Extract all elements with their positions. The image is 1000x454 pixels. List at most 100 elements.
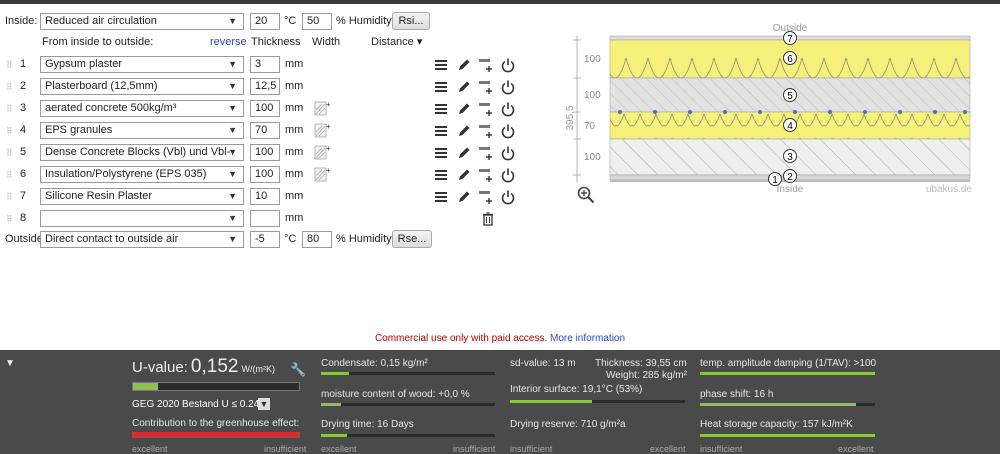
layer-marker-4[interactable] (783, 118, 797, 132)
power-icon[interactable] (500, 123, 516, 139)
layer-material-select[interactable]: Gypsum plaster ▼ (40, 56, 244, 73)
trash-icon[interactable] (480, 211, 496, 227)
layer-marker-1[interactable] (768, 172, 782, 186)
rsi-button[interactable]: Rsi... (392, 12, 430, 30)
add-layer-icon[interactable] (478, 79, 494, 95)
inhomogeneous-layer-icon[interactable]: + (314, 144, 330, 160)
layer-thickness-unit: mm (285, 146, 304, 158)
u-value-unit: W/(m²K) (241, 364, 276, 374)
layer-thickness-unit: mm (285, 168, 304, 180)
menu-icon[interactable] (433, 189, 449, 205)
power-icon[interactable] (500, 57, 516, 73)
layer-material-select[interactable]: ▼ (40, 210, 244, 227)
chevron-down-icon: ▼ (228, 103, 237, 113)
inside-temp-input[interactable]: 20 (250, 13, 280, 30)
outside-humidity-input[interactable]: 80 (302, 231, 332, 248)
layer-number: 7 (20, 190, 27, 202)
add-layer-icon[interactable] (478, 57, 494, 73)
pencil-icon[interactable] (456, 123, 472, 139)
drag-handle-icon[interactable]: ⠿ (6, 148, 13, 158)
layer-thickness-input[interactable]: 100 (250, 166, 280, 183)
outside-temp-input[interactable]: -5 (250, 231, 280, 248)
drag-handle-icon[interactable]: ⠿ (6, 126, 13, 136)
layer-material-select[interactable]: aerated concrete 500kg/m³ ▼ (40, 100, 244, 117)
power-icon[interactable] (500, 189, 516, 205)
add-layer-icon[interactable] (478, 145, 494, 161)
layer-material-value: Insulation/Polystyrene (EPS 035) (45, 168, 207, 180)
layer-thickness-input[interactable]: 10 (250, 188, 280, 205)
u-value-label: U-value: (132, 359, 188, 376)
layer-thickness-input[interactable]: 12,5 (250, 78, 280, 95)
outside-diagram-label: Outside (773, 23, 808, 34)
layer-marker-5-label: 5 (787, 91, 793, 102)
standard-dropdown-icon[interactable]: ▼ (258, 398, 270, 410)
drag-handle-icon[interactable]: ⠿ (6, 104, 13, 114)
pencil-icon[interactable] (456, 79, 472, 95)
pencil-icon[interactable] (456, 167, 472, 183)
add-layer-icon[interactable] (478, 123, 494, 139)
top-border (0, 0, 1000, 4)
drag-handle-icon[interactable]: ⠿ (6, 214, 13, 224)
distance-header[interactable]: Distance ▾ (371, 36, 423, 48)
drag-handle-icon[interactable]: ⠿ (6, 82, 13, 92)
scale-bad-2: insufficient (453, 444, 496, 454)
layer-thickness-input[interactable]: 3 (250, 56, 280, 73)
svg-text:+: + (326, 144, 330, 153)
rse-button[interactable]: Rse... (392, 230, 432, 248)
more-information-link[interactable]: More information (550, 333, 626, 344)
layer-thickness-input[interactable] (250, 210, 280, 227)
inside-condition-select[interactable]: Reduced air circulation ▼ (40, 13, 244, 30)
add-layer-icon[interactable] (478, 167, 494, 183)
u-value-bar-fill (133, 383, 158, 390)
drag-handle-icon[interactable]: ⠿ (6, 170, 13, 180)
layer-material-select[interactable]: Dense Concrete Blocks (Vbl) und Vbl- ▼ (40, 144, 244, 161)
layer-thickness-input[interactable]: 100 (250, 144, 280, 161)
scale-good-2: excellent (321, 444, 357, 454)
layer-marker-5[interactable] (783, 88, 797, 102)
scale-bad-3: insufficient (510, 444, 553, 454)
inhomogeneous-layer-icon[interactable]: + (314, 100, 330, 116)
layer-material-select[interactable]: Silicone Resin Plaster ▼ (40, 188, 244, 205)
drag-handle-icon[interactable]: ⠿ (6, 192, 13, 202)
inside-humidity-input[interactable]: 50 (302, 13, 332, 30)
scale-good-3: excellent (650, 444, 686, 454)
menu-icon[interactable] (433, 167, 449, 183)
pencil-icon[interactable] (456, 145, 472, 161)
layer-thickness-input[interactable]: 100 (250, 100, 280, 117)
pencil-icon[interactable] (456, 57, 472, 73)
layer-marker-3[interactable] (783, 149, 797, 163)
outside-condition-select[interactable]: Direct contact to outside air ▼ (40, 231, 244, 248)
layer-number: 8 (20, 212, 27, 224)
condensate-bar (321, 372, 495, 375)
menu-icon[interactable] (433, 101, 449, 117)
layer-material-select[interactable]: EPS granules ▼ (40, 122, 244, 139)
reverse-link[interactable]: reverse (210, 36, 247, 48)
power-icon[interactable] (500, 79, 516, 95)
pencil-icon[interactable] (456, 101, 472, 117)
drag-handle-icon[interactable]: ⠿ (6, 60, 13, 70)
menu-icon[interactable] (433, 57, 449, 73)
menu-icon[interactable] (433, 79, 449, 95)
wrench-icon[interactable]: 🔧 (290, 362, 307, 377)
inside-diagram-label: Inside (777, 184, 804, 195)
menu-icon[interactable] (433, 145, 449, 161)
layer-material-select[interactable]: Plasterboard (12,5mm) ▼ (40, 78, 244, 95)
pencil-icon[interactable] (456, 189, 472, 205)
layer-marker-2[interactable] (783, 169, 797, 183)
layer-material-value: EPS granules (45, 124, 113, 136)
power-icon[interactable] (500, 101, 516, 117)
inhomogeneous-layer-icon[interactable]: + (314, 122, 330, 138)
layer-number: 1 (20, 58, 27, 70)
collapse-triangle-icon[interactable]: ▼ (5, 358, 15, 369)
inhomogeneous-layer-icon[interactable]: + (314, 166, 330, 182)
power-icon[interactable] (500, 167, 516, 183)
menu-icon[interactable] (433, 123, 449, 139)
zoom-in-icon[interactable] (577, 186, 595, 204)
layer-material-select[interactable]: Insulation/Polystyrene (EPS 035) ▼ (40, 166, 244, 183)
power-icon[interactable] (500, 145, 516, 161)
layer-marker-7[interactable] (783, 31, 797, 45)
add-layer-icon[interactable] (478, 189, 494, 205)
add-layer-icon[interactable] (478, 101, 494, 117)
layer-thickness-input[interactable]: 70 (250, 122, 280, 139)
layer-marker-6[interactable] (783, 51, 797, 65)
